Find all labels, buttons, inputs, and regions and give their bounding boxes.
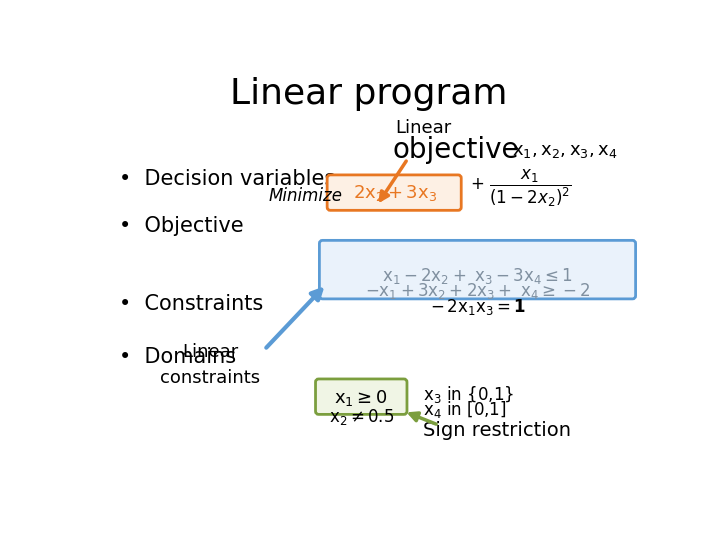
Text: •  Decision variables: • Decision variables — [120, 169, 336, 189]
Text: Linear
constraints: Linear constraints — [160, 343, 260, 387]
Text: Minimize: Minimize — [269, 187, 342, 205]
Text: $\mathrm{(x_1)^2 + (x_2)^2 + (x_3)^2 + (x_4)^2 \leq 2}$: $\mathrm{(x_1)^2 + (x_2)^2 + (x_3)^2 + (… — [330, 242, 579, 265]
Text: $\mathrm{x_1 \geq 0}$: $\mathrm{x_1 \geq 0}$ — [335, 388, 388, 408]
Text: Linear: Linear — [395, 119, 451, 137]
Text: $\mathrm{x_1 - 2x_2 +\ x_3 - 3x_4 \leq 1}$: $\mathrm{x_1 - 2x_2 +\ x_3 - 3x_4 \leq 1… — [382, 266, 573, 286]
Text: •  Constraints: • Constraints — [120, 294, 264, 314]
FancyBboxPatch shape — [320, 240, 636, 299]
Text: $\mathrm{2x_2 + 3x_3}$: $\mathrm{2x_2 + 3x_3}$ — [353, 184, 436, 204]
Text: $\mathrm{-x_1 + 3x_2 + 2x_3 +\ x_4 \geq -2}$: $\mathrm{-x_1 + 3x_2 + 2x_3 +\ x_4 \geq … — [365, 281, 590, 301]
Text: •  Objective: • Objective — [120, 217, 244, 237]
Text: $\mathrm{x_1,x_2,x_3,x_4}$: $\mathrm{x_1,x_2,x_3,x_4}$ — [513, 142, 618, 160]
Text: Sign restriction: Sign restriction — [423, 421, 571, 440]
Text: •  Domains: • Domains — [120, 347, 237, 367]
Text: $\mathrm{x_4}$ in [0,1]: $\mathrm{x_4}$ in [0,1] — [423, 399, 507, 420]
Text: objective: objective — [392, 136, 518, 164]
Text: $\mathrm{x_2 \neq 0.5}$: $\mathrm{x_2 \neq 0.5}$ — [328, 408, 394, 428]
FancyBboxPatch shape — [327, 175, 462, 211]
Text: $\mathrm{x_3}$ in {0,1}: $\mathrm{x_3}$ in {0,1} — [423, 384, 514, 405]
FancyBboxPatch shape — [315, 379, 407, 414]
Text: Linear program: Linear program — [230, 77, 508, 111]
Text: $\mathrm{-\,2x_1 x_3 = \mathbf{1}}$: $\mathrm{-\,2x_1 x_3 = \mathbf{1}}$ — [430, 298, 526, 318]
Text: $+\ \dfrac{x_1}{(1-2x_2)^2}$: $+\ \dfrac{x_1}{(1-2x_2)^2}$ — [469, 167, 572, 208]
